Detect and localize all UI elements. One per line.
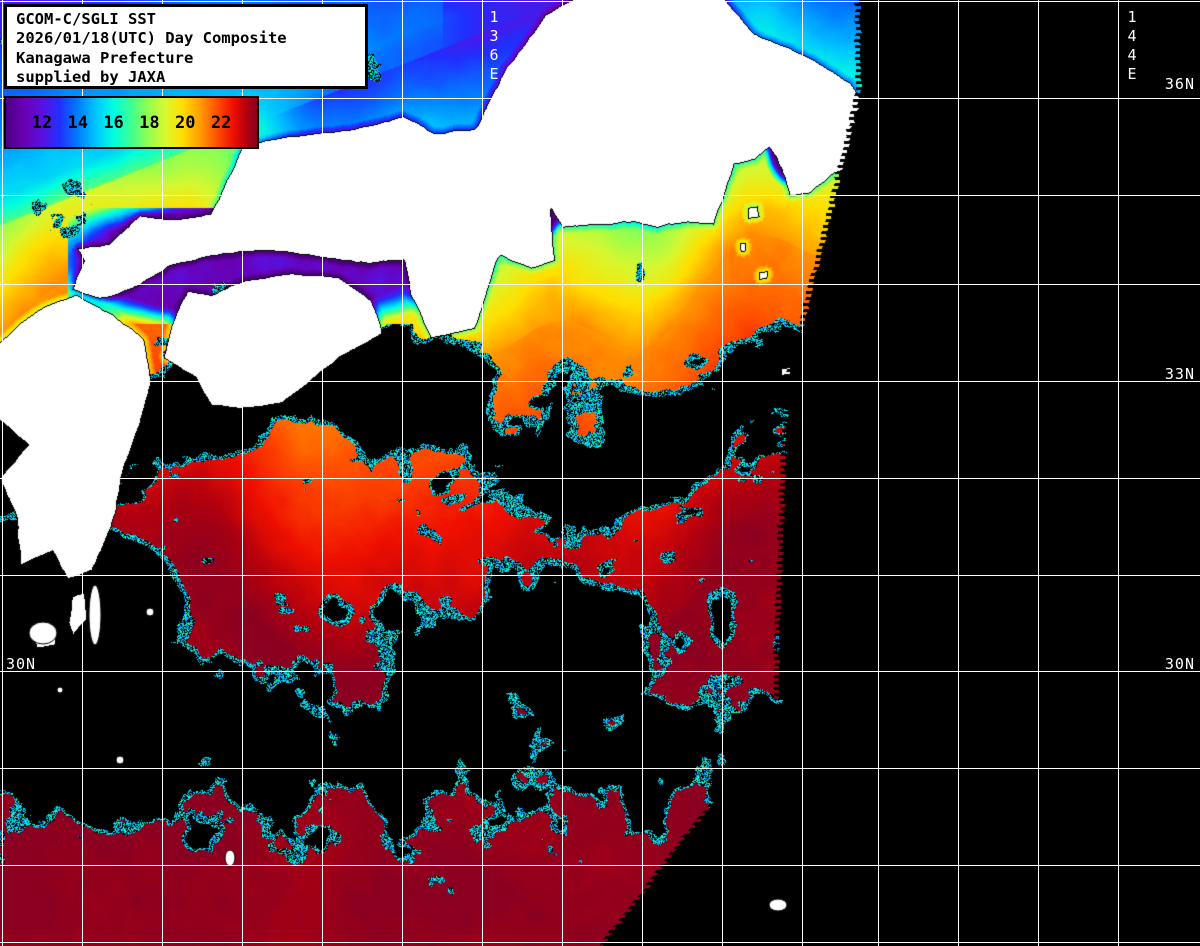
lat-label-30N-right: 30N: [1164, 655, 1195, 673]
graticule-meridian: [82, 0, 83, 946]
graticule-meridian: [802, 0, 803, 946]
graticule-meridian: [1118, 0, 1119, 946]
graticule-meridian: [2, 0, 3, 946]
title-line-product: GCOM-C/SGLI SST: [16, 10, 156, 28]
graticule-parallel: [0, 768, 1200, 769]
title-legend-box: GCOM-C/SGLI SST 2026/01/18(UTC) Day Comp…: [4, 4, 368, 89]
graticule-parallel: [0, 942, 1200, 943]
title-line-source: supplied by JAXA: [16, 67, 166, 86]
graticule-parallel: [0, 195, 1200, 196]
graticule-meridian: [162, 0, 163, 946]
graticule-parallel: [0, 575, 1200, 576]
colorbar-tick-14: 14: [67, 112, 88, 133]
graticule-meridian: [482, 0, 483, 946]
colorbar-tick-labels: 12 14 16 18 20 22: [6, 98, 257, 147]
graticule-parallel: [0, 671, 1200, 672]
graticule-parallel: [0, 284, 1200, 285]
graticule-parallel: [0, 478, 1200, 479]
colorbar-gradient: [6, 98, 257, 147]
colorbar-tick-16: 16: [103, 112, 124, 133]
title-line-date: 2026/01/18(UTC) Day Composite: [16, 29, 287, 48]
lat-label-30N-left: 30N: [6, 655, 37, 673]
graticule-meridian: [1038, 0, 1039, 946]
title-line-region: Kanagawa Prefecture: [16, 48, 194, 67]
graticule-meridian: [958, 0, 959, 946]
graticule-parallel: [0, 98, 1200, 99]
lon-label-144E: 144E: [1123, 8, 1141, 84]
lon-label-136E: 136E: [485, 8, 503, 84]
sst-colorbar: 12 14 16 18 20 22: [4, 96, 259, 149]
graticule-parallel: [0, 865, 1200, 866]
graticule-meridian: [322, 0, 323, 946]
graticule-meridian: [722, 0, 723, 946]
lat-label-33N-right: 33N: [1164, 365, 1195, 383]
colorbar-tick-22: 22: [210, 112, 232, 133]
graticule-meridian: [242, 0, 243, 946]
graticule-meridian: [402, 0, 403, 946]
graticule-meridian: [878, 0, 879, 946]
colorbar-tick-18: 18: [139, 112, 160, 133]
graticule-parallel: [0, 381, 1200, 382]
graticule-meridian: [642, 0, 643, 946]
graticule-parallel: [0, 1, 1200, 2]
colorbar-tick-20: 20: [175, 112, 196, 133]
colorbar-tick-12: 12: [31, 112, 53, 133]
lat-label-36N-right: 36N: [1164, 75, 1195, 93]
graticule-meridian: [562, 0, 563, 946]
